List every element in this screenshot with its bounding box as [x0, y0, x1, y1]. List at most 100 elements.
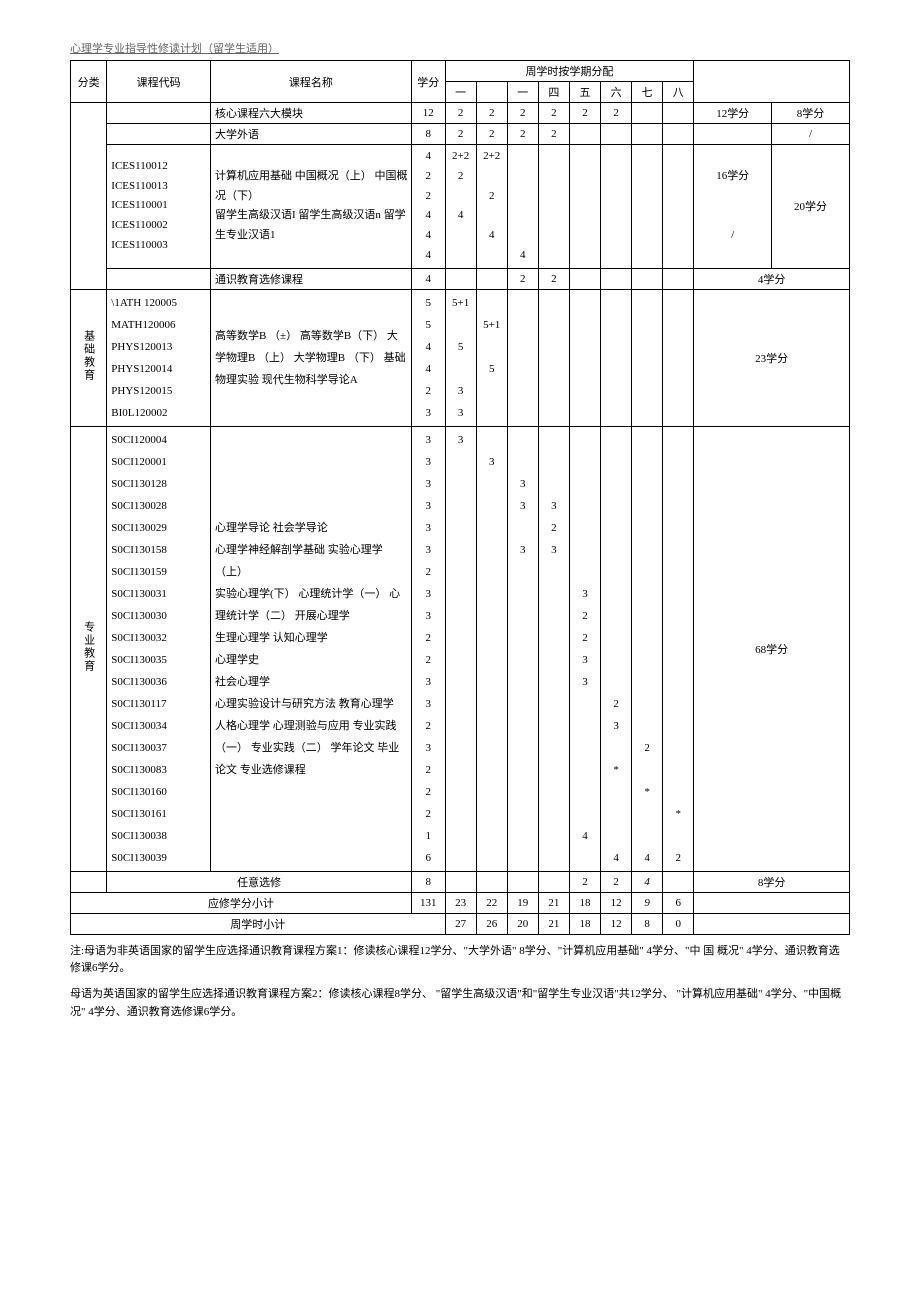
- note-cell: [694, 124, 772, 145]
- cell: [694, 913, 850, 934]
- sem-1: 一: [445, 82, 476, 103]
- cell: 131: [411, 892, 445, 913]
- cell: 5+1 5 3 3: [445, 289, 476, 426]
- table-row: 通识教育选修课程 4 2 2 4学分: [71, 268, 850, 289]
- cell: 2: [538, 103, 569, 124]
- cell-credit: 8: [411, 124, 445, 145]
- cell: 2: [538, 124, 569, 145]
- cell: [601, 124, 632, 145]
- table-row: 核心课程六大模块 12 2 2 2 2 2 2 12学分 8学分: [71, 103, 850, 124]
- cell: 3 3 3: [507, 426, 538, 871]
- curriculum-table: 分类 课程代码 课程名称 学分 周学时按学期分配 一 一 四 五 六 七 八 核…: [70, 60, 850, 935]
- cell: 2: [476, 124, 507, 145]
- cell: 20: [507, 913, 538, 934]
- cell-code: [107, 103, 211, 124]
- cell: [569, 145, 600, 269]
- sem-3: 一: [507, 82, 538, 103]
- cell-credit: 5 5 4 4 2 3: [411, 289, 445, 426]
- cell-code: \1ATH 120005 MATH120006 PHYS120013 PHYS1…: [107, 289, 211, 426]
- cell: [538, 289, 569, 426]
- cell: [663, 268, 694, 289]
- cell: 2: [507, 268, 538, 289]
- table-row: 专业教育 S0CI120004 S0CI120001 S0CI130128 S0…: [71, 426, 850, 871]
- footnote-2: 母语为英语国家的留学生应选择通识教育课程方案2：修读核心课程8学分、 "留学生高…: [70, 986, 850, 1021]
- sem-5: 五: [569, 82, 600, 103]
- note-cell: /: [772, 124, 850, 145]
- cell: 2+2 2 4: [445, 145, 476, 269]
- cell: 19: [507, 892, 538, 913]
- cell: [663, 289, 694, 426]
- cell: 27: [445, 913, 476, 934]
- cell: 3 2 2 3 3 4: [569, 426, 600, 871]
- cell: 2: [538, 268, 569, 289]
- sem-7: 七: [632, 82, 663, 103]
- cell: 6: [663, 892, 694, 913]
- cell: 4: [632, 871, 663, 892]
- cell: 5+1 5: [476, 289, 507, 426]
- cell: 2: [445, 124, 476, 145]
- hdr-category: 分类: [71, 61, 107, 103]
- cell: 2+2 2 4: [476, 145, 507, 269]
- cell: [601, 289, 632, 426]
- cell: [569, 268, 600, 289]
- cell: 21: [538, 892, 569, 913]
- cell-credit: 4 2 2 4 4 4: [411, 145, 445, 269]
- cell: 9: [632, 892, 663, 913]
- cell: [632, 145, 663, 269]
- cell: [694, 892, 850, 913]
- cell: [632, 268, 663, 289]
- cell: 12: [601, 892, 632, 913]
- cat-major: 专业教育: [71, 426, 107, 871]
- sem-4: 四: [538, 82, 569, 103]
- table-row: 基础教育 \1ATH 120005 MATH120006 PHYS120013 …: [71, 289, 850, 426]
- cell: 2: [507, 103, 538, 124]
- cell: 8: [632, 913, 663, 934]
- cell-credit: 8: [411, 871, 445, 892]
- cell: [445, 268, 476, 289]
- hdr-credit: 学分: [411, 61, 445, 103]
- cell: [663, 124, 694, 145]
- cell: [538, 871, 569, 892]
- cell: [445, 871, 476, 892]
- cell-credit: 4: [411, 268, 445, 289]
- cell: * 2: [663, 426, 694, 871]
- cell-name: 高等数学B （±） 高等数学B（下） 大学物理B （上） 大学物理B （下） 基…: [210, 289, 411, 426]
- hdr-code: 课程代码: [107, 61, 211, 103]
- cell: 2: [507, 124, 538, 145]
- cell-name: 计算机应用基础 中国概况（上） 中国概况（下） 留学生高级汉语I 留学生高级汉语…: [210, 145, 411, 269]
- cell-name: 通识教育选修课程: [210, 268, 411, 289]
- subtotal-label: 周学时小计: [71, 913, 446, 934]
- sem-6: 六: [601, 82, 632, 103]
- cell: 23: [445, 892, 476, 913]
- cell: 2: [569, 103, 600, 124]
- cell-name: 核心课程六大模块: [210, 103, 411, 124]
- cell-code: ICES110012 ICES110013 ICES110001 ICES110…: [107, 145, 211, 269]
- cell-name: 心理学导论 社会学导论 心理学神经解剖学基础 实验心理学（上） 实验心理学(下）…: [210, 426, 411, 871]
- cell: [663, 103, 694, 124]
- cell: 3: [476, 426, 507, 871]
- cell-code: [107, 268, 211, 289]
- table-row: ICES110012 ICES110013 ICES110001 ICES110…: [71, 145, 850, 269]
- cell: [569, 124, 600, 145]
- cell: 2 3 * 4: [601, 426, 632, 871]
- sem-8: 八: [663, 82, 694, 103]
- hdr-name: 课程名称: [210, 61, 411, 103]
- cell: [632, 124, 663, 145]
- elective-label: 任意选修: [107, 871, 412, 892]
- cell: [538, 145, 569, 269]
- cell: 12: [601, 913, 632, 934]
- note-cell: 12学分: [694, 103, 772, 124]
- cell: [601, 145, 632, 269]
- cell-code: S0CI120004 S0CI120001 S0CI130128 S0CI130…: [107, 426, 211, 871]
- note-cell: 8学分: [772, 103, 850, 124]
- subtotal-label: 应修学分小计: [71, 892, 412, 913]
- cell: 26: [476, 913, 507, 934]
- cell: [601, 268, 632, 289]
- cell: [507, 871, 538, 892]
- note-cell: 68学分: [694, 426, 850, 871]
- cell: 3 2 3: [538, 426, 569, 871]
- cell: 2: [445, 103, 476, 124]
- cell: [569, 289, 600, 426]
- cell: 2 * 4: [632, 426, 663, 871]
- cell: 2: [569, 871, 600, 892]
